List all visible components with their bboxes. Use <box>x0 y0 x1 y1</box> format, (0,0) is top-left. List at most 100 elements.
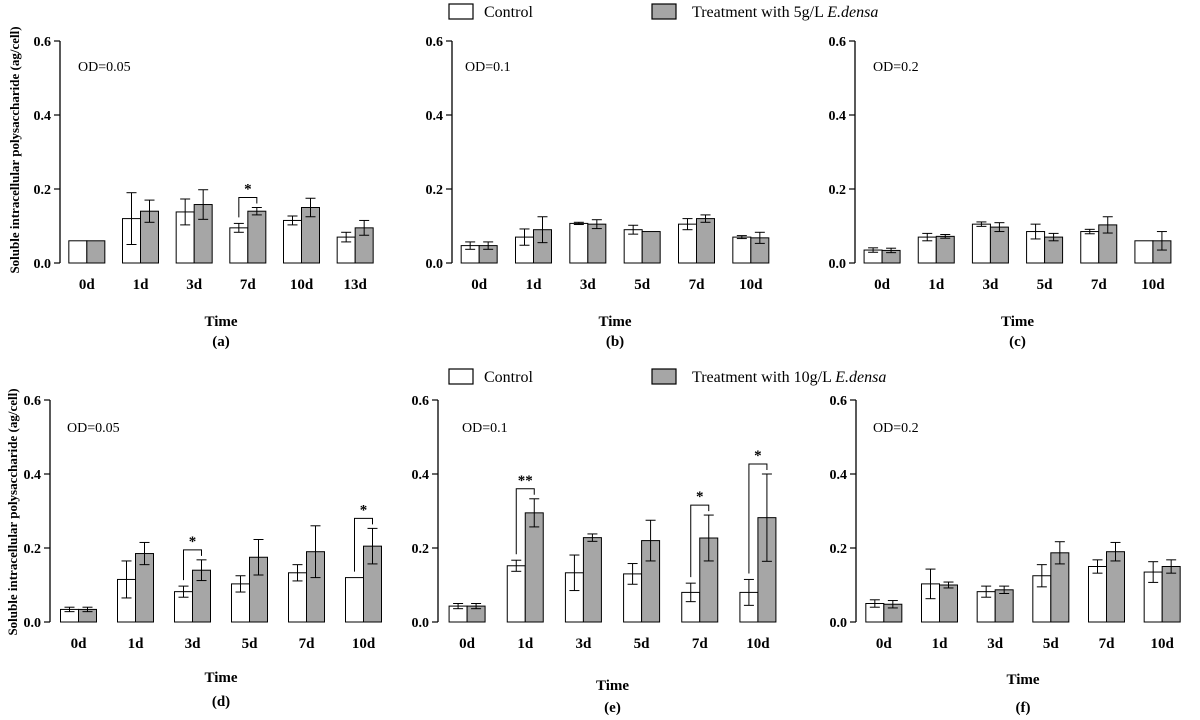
x-axis-title: Time <box>204 314 237 330</box>
x-tick-label: 3d <box>987 636 1004 652</box>
significance-bracket <box>748 463 768 574</box>
x-axis-title: Time <box>1001 314 1034 330</box>
x-tick-label: 1d <box>517 636 534 652</box>
significance-marker: * <box>696 489 704 505</box>
y-tick-label: 0.0 <box>830 616 848 631</box>
y-tick-label: 0.4 <box>412 468 430 483</box>
bar-control <box>1088 566 1107 623</box>
y-tick-label: 0.2 <box>829 183 847 198</box>
bar-treatment <box>587 223 607 264</box>
significance-marker: * <box>360 502 368 518</box>
x-tick-label: 5d <box>242 636 259 652</box>
x-tick-label: 1d <box>928 277 945 293</box>
panel-letter: (b) <box>606 334 624 350</box>
x-tick-label: 3d <box>580 277 597 293</box>
bar-treatment <box>641 231 661 264</box>
legend-bottom: Control Treatment with 10g/L E.densa <box>448 368 886 386</box>
bar-control <box>345 577 364 623</box>
y-tick-label: 0.4 <box>829 109 847 124</box>
legend-label-treatment: Treatment with 5g/L E.densa <box>692 4 878 21</box>
x-tick-label: 5d <box>634 277 651 293</box>
legend-treatment-prefix: Treatment with 10g/L <box>692 369 835 386</box>
bar-treatment <box>1106 551 1125 623</box>
od-label: OD=0.05 <box>78 60 131 75</box>
x-tick-label: 10d <box>1141 277 1165 293</box>
bar-treatment <box>247 210 267 264</box>
od-label: OD=0.1 <box>465 60 511 75</box>
y-tick-label: 0.4 <box>24 468 42 483</box>
y-tick-label: 0.2 <box>412 542 430 557</box>
bar-control <box>1134 240 1154 264</box>
x-tick-label: 7d <box>1091 277 1108 293</box>
x-tick-label: 5d <box>1043 636 1060 652</box>
y-tick-label: 0.2 <box>34 183 52 198</box>
legend-top: Control Treatment with 5g/L E.densa <box>448 3 878 21</box>
x-tick-label: 3d <box>186 277 203 293</box>
bar-treatment <box>524 512 544 623</box>
legend-swatch-treatment <box>651 368 677 385</box>
bar-control <box>68 240 88 264</box>
panel-letter: (a) <box>212 334 230 350</box>
x-tick-label: 7d <box>692 636 709 652</box>
x-axis-title: Time <box>1006 672 1039 688</box>
legend-treatment-prefix: Treatment with 5g/L <box>692 4 827 21</box>
x-tick-label: 7d <box>299 636 316 652</box>
legend-swatch-control <box>448 3 474 20</box>
y-axis-title-top: Soluble intracellular polysaccharide (ag… <box>7 26 22 273</box>
bar-treatment <box>994 589 1014 623</box>
y-tick-label: 0.6 <box>426 35 444 50</box>
x-tick-label: 7d <box>240 277 257 293</box>
x-tick-label: 3d <box>185 636 202 652</box>
significance-marker: ** <box>518 473 533 489</box>
y-tick-label: 0.2 <box>426 183 444 198</box>
significance-marker: * <box>244 182 252 198</box>
bar-control <box>623 229 643 264</box>
od-label: OD=0.2 <box>873 421 919 436</box>
x-tick-label: 5d <box>634 636 651 652</box>
significance-bracket <box>690 504 710 578</box>
x-tick-label: 1d <box>133 277 150 293</box>
chart-panel: 0.0 0.2 0.4 0.6 0d 1d 3d 7d * 10d 13d OD=0.05 Time (a… <box>34 35 374 350</box>
x-tick-label: 0d <box>79 277 96 293</box>
x-axis-title: Time <box>204 670 237 686</box>
bar-control <box>229 227 249 264</box>
y-tick-label: 0.0 <box>24 616 42 631</box>
y-tick-label: 0.2 <box>24 542 42 557</box>
chart-panel: 0.0 0.2 0.4 0.6 0d 1d 3d * 5d 7d 10d * OD=0.05 Time (d… <box>24 394 382 710</box>
chart-panels: 0.0 0.2 0.4 0.6 0d 1d 3d 7d * 10d 13d OD=0.05 Time (a… <box>24 35 1181 716</box>
panel-letter: (d) <box>212 694 230 710</box>
panel-letter: (c) <box>1009 334 1026 350</box>
bar-control <box>971 223 991 264</box>
x-tick-label: 10d <box>739 277 763 293</box>
legend-label-treatment: Treatment with 10g/L E.densa <box>692 369 886 386</box>
bar-treatment <box>582 537 602 623</box>
x-tick-label: 10d <box>746 636 770 652</box>
legend-treatment-species: E.densa <box>826 4 878 21</box>
significance-marker: * <box>189 534 197 550</box>
y-tick-label: 0.6 <box>412 394 430 409</box>
x-tick-label: 1d <box>932 636 949 652</box>
panel-letter: (f) <box>1016 700 1031 716</box>
y-tick-label: 0.6 <box>34 35 52 50</box>
y-tick-label: 0.6 <box>829 35 847 50</box>
x-tick-label: 0d <box>874 277 891 293</box>
bar-treatment <box>1161 566 1181 623</box>
x-tick-label: 0d <box>471 277 488 293</box>
bar-treatment <box>989 226 1009 264</box>
y-tick-label: 0.2 <box>830 542 848 557</box>
y-axis-title-bottom: Soluble intracellular polysaccharide (ag… <box>5 388 20 635</box>
x-tick-label: 0d <box>459 636 476 652</box>
x-tick-label: 10d <box>290 277 314 293</box>
x-tick-label: 3d <box>982 277 999 293</box>
legend-treatment-species: E.densa <box>834 369 886 386</box>
x-axis-title: Time <box>598 314 631 330</box>
y-tick-label: 0.4 <box>830 468 848 483</box>
bar-treatment <box>696 218 715 264</box>
y-tick-label: 0.4 <box>34 109 52 124</box>
bar-control <box>283 219 302 264</box>
x-tick-label: 0d <box>71 636 88 652</box>
bar-control <box>569 222 589 264</box>
significance-bracket <box>238 197 258 218</box>
panel-letter: (e) <box>604 700 621 716</box>
